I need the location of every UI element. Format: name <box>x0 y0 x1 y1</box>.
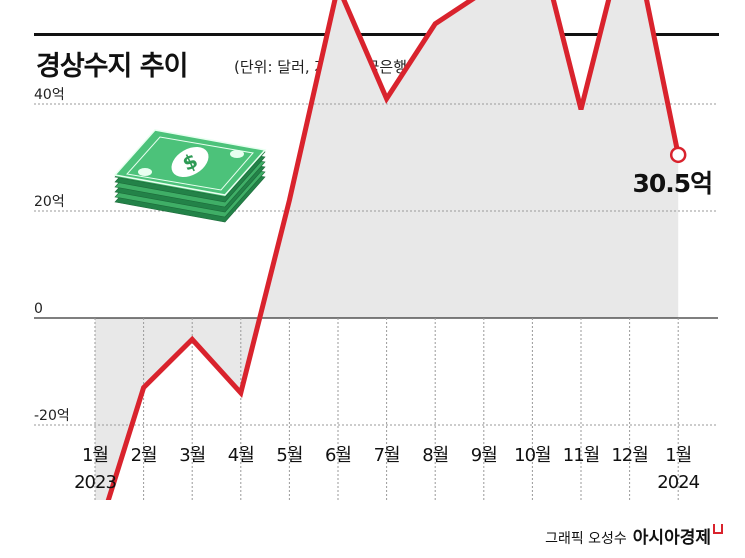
x-tick-label: 1월 <box>82 445 108 466</box>
x-tick-label: 4월 <box>228 445 254 466</box>
bill-medallion <box>171 146 209 178</box>
y-tick-label: -20억 <box>34 408 70 424</box>
y-tick-label: 20억 <box>34 194 65 210</box>
x-tick-label: 10월 <box>514 445 550 466</box>
x-tick-label: 11월 <box>563 445 599 466</box>
chart-title: 경상수지 추이 <box>36 51 188 82</box>
x-tick-label: 9월 <box>471 445 497 466</box>
value-annotation: 30.5억 <box>633 169 713 198</box>
x-year-label: 2023 <box>74 472 116 493</box>
credit-author: 그래픽 오성수 <box>545 531 627 547</box>
top-rule <box>34 33 719 36</box>
x-tick-label: 12월 <box>611 445 647 466</box>
y-tick-label: 40억 <box>34 87 65 103</box>
x-tick-label: 1월 <box>665 445 691 466</box>
y-tick-label: 0 <box>34 301 43 317</box>
line-chart: 80억60억40억20억0-20억-40억30.5억1월2월3월4월5월6월7월… <box>34 0 718 500</box>
x-tick-label: 6월 <box>325 445 351 466</box>
x-tick-label: 7월 <box>374 445 400 466</box>
x-tick-label: 3월 <box>179 445 205 466</box>
bill-border <box>126 136 254 191</box>
brand-mark-icon <box>713 524 723 534</box>
money-stack-icon: $ <box>113 129 267 223</box>
bill-dot <box>138 168 152 176</box>
x-tick-label: 2월 <box>131 445 157 466</box>
x-year-label: 2024 <box>657 472 699 493</box>
endpoint-marker <box>669 146 687 164</box>
brand-logo: 아시아경제 <box>632 528 711 548</box>
x-tick-label: 5월 <box>276 445 302 466</box>
x-tick-label: 8월 <box>422 445 448 466</box>
bill-dot <box>230 150 244 158</box>
series-line <box>105 0 681 500</box>
credit: 그래픽 오성수 아시아경제 <box>545 523 723 548</box>
